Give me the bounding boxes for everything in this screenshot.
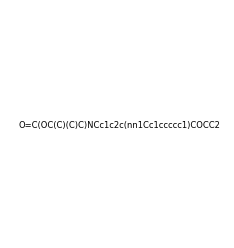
Text: O=C(OC(C)(C)C)NCc1c2c(nn1Cc1ccccc1)COCC2: O=C(OC(C)(C)C)NCc1c2c(nn1Cc1ccccc1)COCC2 (19, 121, 221, 130)
